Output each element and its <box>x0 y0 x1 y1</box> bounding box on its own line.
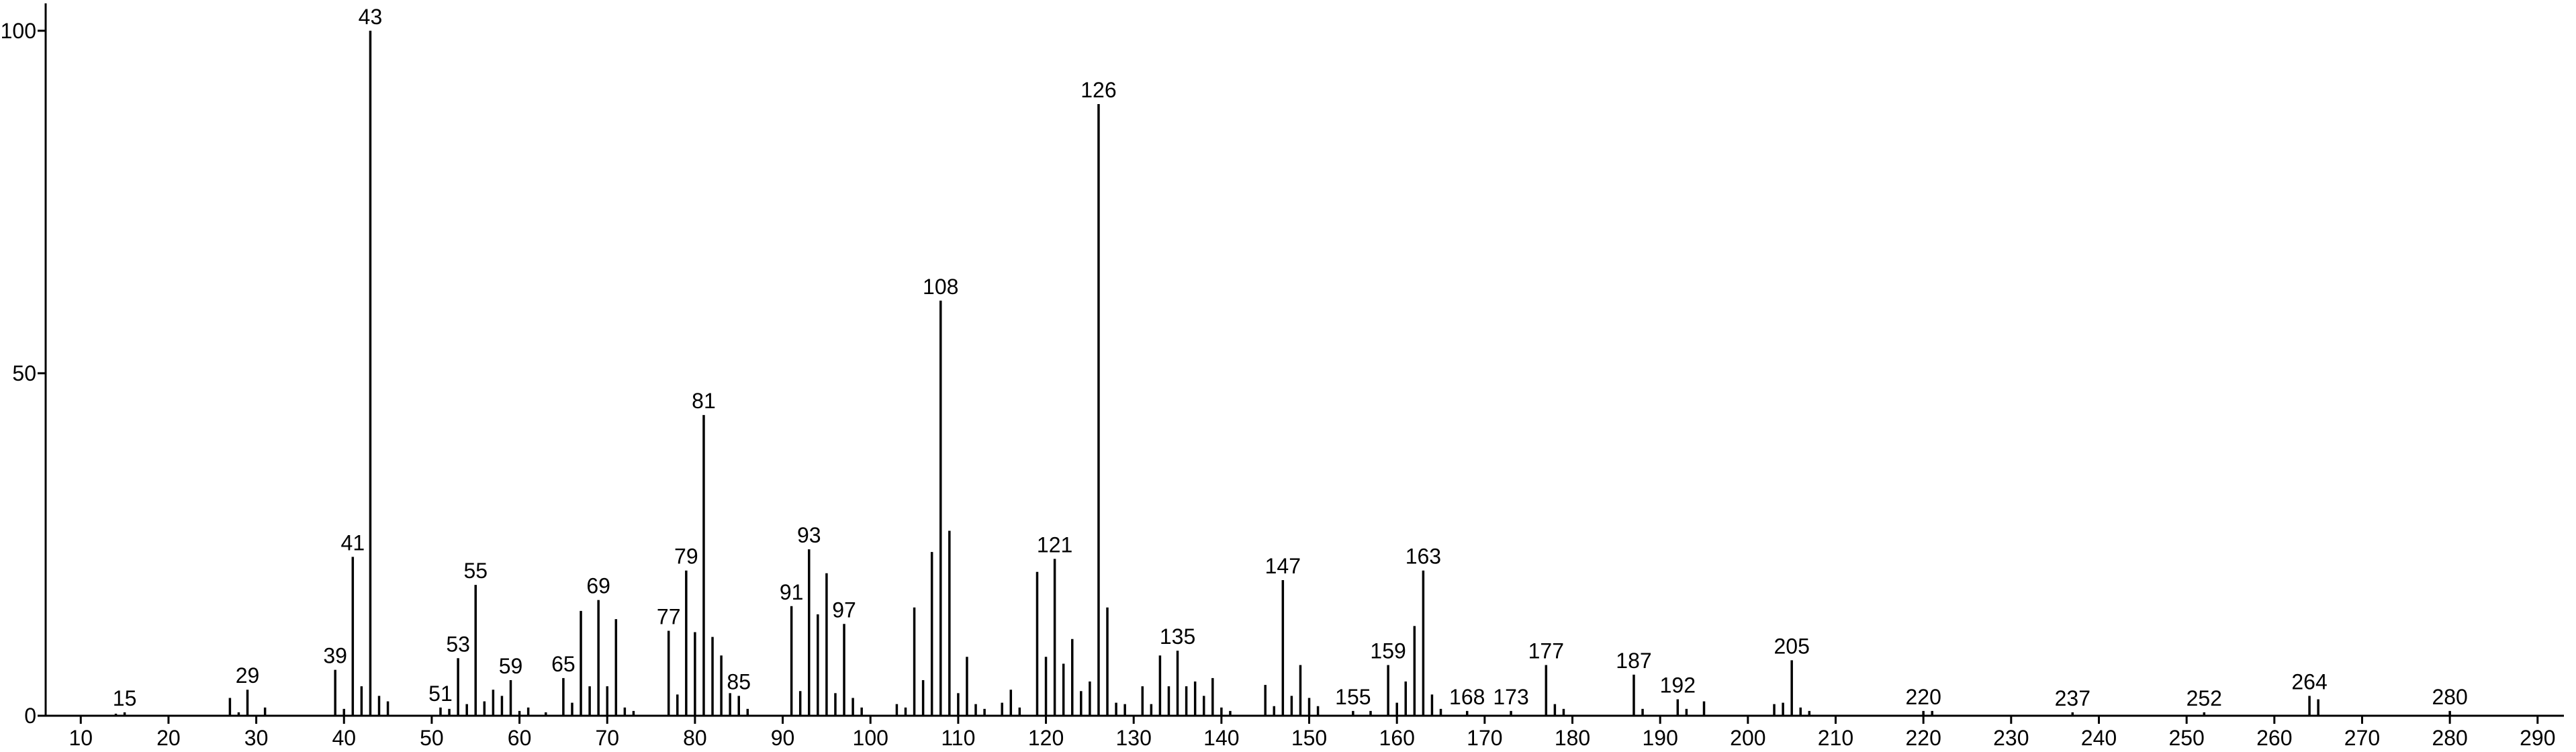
x-tick-label: 260 <box>2256 726 2292 750</box>
x-tick-label: 100 <box>853 726 888 750</box>
x-tick-label: 170 <box>1467 726 1502 750</box>
x-tick-label: 150 <box>1291 726 1327 750</box>
peak-label: 163 <box>1406 545 1441 569</box>
peak-label: 173 <box>1493 685 1528 709</box>
peak-label: 205 <box>1774 634 1809 658</box>
x-tick-label: 60 <box>508 726 532 750</box>
peak-label: 69 <box>586 574 610 598</box>
peak-label: 79 <box>674 545 698 569</box>
x-tick-label: 290 <box>2520 726 2555 750</box>
x-tick-label: 220 <box>1905 726 1941 750</box>
x-tick-label: 70 <box>595 726 619 750</box>
peak-label: 187 <box>1616 649 1651 673</box>
x-tick-label: 230 <box>1993 726 2029 750</box>
peak-label: 220 <box>1905 685 1941 709</box>
peak-label: 155 <box>1335 685 1371 709</box>
x-tick-label: 40 <box>332 726 356 750</box>
peak-label: 15 <box>113 686 137 710</box>
x-tick-label: 190 <box>1642 726 1677 750</box>
peak-label: 168 <box>1449 685 1485 709</box>
x-tick-label: 210 <box>1818 726 1853 750</box>
x-tick-label: 280 <box>2432 726 2467 750</box>
x-tick-label: 50 <box>420 726 444 750</box>
peak-label: 53 <box>446 632 470 656</box>
x-tick-label: 250 <box>2168 726 2204 750</box>
x-tick-label: 20 <box>156 726 181 750</box>
peak-label: 264 <box>2291 669 2327 694</box>
y-tick-label: 100 <box>1 19 36 43</box>
peak-label: 51 <box>428 682 453 706</box>
x-tick-label: 30 <box>244 726 269 750</box>
y-tick-label: 0 <box>24 704 36 728</box>
peak-label: 126 <box>1080 78 1116 102</box>
peak-label: 91 <box>780 580 804 604</box>
peak-label: 55 <box>463 559 488 583</box>
x-tick-label: 140 <box>1203 726 1239 750</box>
x-tick-label: 90 <box>771 726 795 750</box>
peak-label: 192 <box>1660 673 1696 698</box>
peak-label: 85 <box>727 669 751 694</box>
peak-label: 43 <box>359 5 383 29</box>
peak-label: 29 <box>236 663 260 688</box>
x-tick-label: 80 <box>683 726 707 750</box>
peak-label: 65 <box>551 652 576 676</box>
x-tick-label: 270 <box>2344 726 2380 750</box>
y-tick-label: 50 <box>12 361 36 385</box>
x-tick-label: 160 <box>1379 726 1414 750</box>
peak-label: 108 <box>923 275 958 299</box>
peak-label: 59 <box>499 654 523 678</box>
peak-label: 252 <box>2187 686 2222 710</box>
x-tick-label: 130 <box>1116 726 1152 750</box>
x-tick-label: 120 <box>1028 726 1064 750</box>
x-tick-label: 240 <box>2081 726 2117 750</box>
peak-label: 97 <box>832 598 856 622</box>
peak-label: 237 <box>2055 686 2090 710</box>
peak-label: 81 <box>692 389 716 413</box>
x-tick-label: 10 <box>68 726 93 750</box>
x-tick-label: 110 <box>941 726 975 750</box>
peak-label: 280 <box>2432 685 2467 709</box>
x-tick-label: 180 <box>1555 726 1590 750</box>
peak-label: 93 <box>797 523 821 547</box>
peak-label: 39 <box>323 644 347 668</box>
peak-label: 77 <box>657 604 681 628</box>
peak-label: 177 <box>1528 639 1564 663</box>
peak-label: 147 <box>1265 554 1301 578</box>
peak-label: 121 <box>1037 532 1072 557</box>
peak-label: 135 <box>1160 624 1195 649</box>
x-tick-label: 200 <box>1730 726 1765 750</box>
peak-label: 159 <box>1370 639 1406 663</box>
peak-label: 41 <box>341 530 365 555</box>
